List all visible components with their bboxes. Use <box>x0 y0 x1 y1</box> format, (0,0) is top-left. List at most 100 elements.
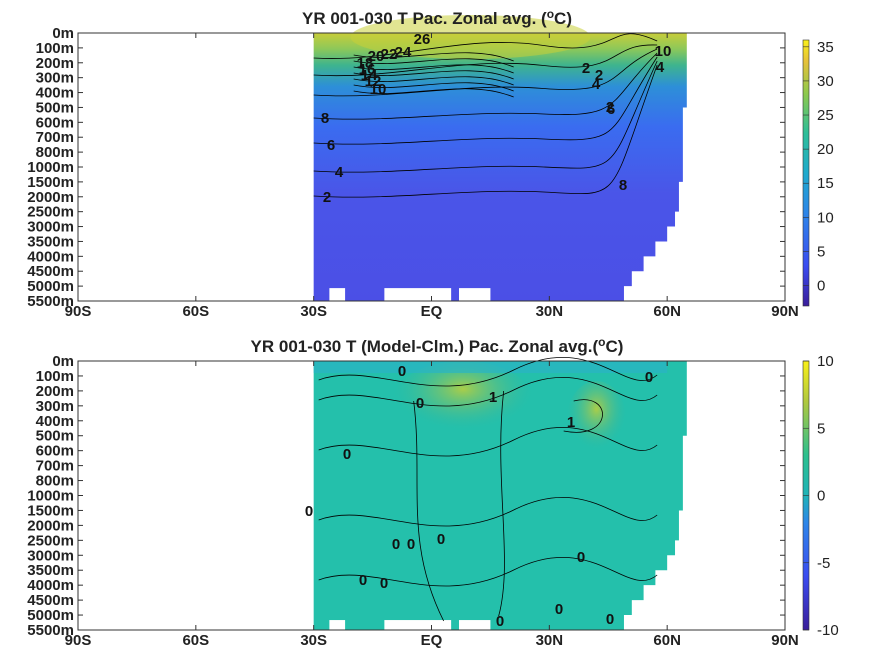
y-tick-label: 5500m <box>27 622 74 639</box>
y-tick-label: 4500m <box>27 592 74 609</box>
contour-label: 4 <box>335 164 344 181</box>
y-tick-label: 5000m <box>27 278 74 295</box>
chart-title: YR 001-030 T Pac. Zonal avg. (oC) <box>302 7 572 28</box>
contour-label: 8 <box>619 177 627 194</box>
contour-label: 2 <box>595 67 603 84</box>
x-tick-label: EQ <box>421 303 443 320</box>
y-tick-label: 5000m <box>27 607 74 624</box>
contour-label: 16 <box>359 61 376 78</box>
colorbar-tick-label: -10 <box>817 622 839 639</box>
contour-label: 14 <box>361 67 378 84</box>
y-tick-label: 200m <box>36 383 74 400</box>
colorbar-tick-label: 10 <box>817 353 834 370</box>
contour-label: 0 <box>359 572 367 589</box>
contour-label: 18 <box>357 55 374 72</box>
y-tick-label: 2000m <box>27 517 74 534</box>
contour-label: 2 <box>582 60 590 77</box>
contour-line <box>318 557 658 587</box>
contour-line <box>313 56 658 145</box>
x-tick-label: 60N <box>653 632 681 649</box>
x-tick-label: 60N <box>653 303 681 320</box>
contour-label: 12 <box>365 73 382 90</box>
contour-label: 6 <box>327 137 335 154</box>
y-tick-label: 4500m <box>27 263 74 280</box>
x-tick-label: 60S <box>182 632 209 649</box>
contour-line <box>313 44 658 77</box>
colorbar-tick-label: 5 <box>817 420 825 437</box>
contour-label: 2 <box>323 189 331 206</box>
contour-label: 0 <box>305 503 313 520</box>
seafloor-mask <box>384 620 452 630</box>
colorbar-tick-label: 5 <box>817 243 825 260</box>
y-tick-label: 200m <box>36 55 74 72</box>
colorbar-tick-label: 10 <box>817 209 834 226</box>
temperature-field <box>313 33 687 301</box>
contour-line <box>318 377 658 407</box>
y-tick-label: 1500m <box>27 502 74 519</box>
warm-pool <box>350 15 591 59</box>
contour-label: 0 <box>577 549 585 566</box>
y-tick-label: 400m <box>36 413 74 430</box>
contour-line <box>353 82 514 92</box>
contour-line <box>313 33 658 59</box>
seafloor-mask <box>458 620 491 630</box>
contour-line <box>353 88 514 98</box>
chart-title: YR 001-030 T (Model-Clm.) Pac. Zonal avg… <box>251 335 624 356</box>
contour-label: 0 <box>343 446 351 463</box>
y-tick-label: 3000m <box>27 547 74 564</box>
x-tick-label: 30N <box>536 303 564 320</box>
x-tick-label: 30S <box>300 303 327 320</box>
y-tick-label: 0m <box>52 353 74 370</box>
contour-label: 0 <box>380 575 388 592</box>
contour-line <box>353 76 514 86</box>
contour-line <box>353 64 514 74</box>
y-tick-label: 5500m <box>27 293 74 310</box>
contour-line <box>318 357 658 387</box>
contour-label: 4 <box>592 76 601 93</box>
colorbar-tick-label: 0 <box>817 488 825 505</box>
contour-label: 0 <box>407 536 415 553</box>
contour-line <box>313 64 658 198</box>
contour-label: 22 <box>381 46 398 63</box>
warm-anomaly <box>392 361 533 441</box>
y-tick-label: 700m <box>36 458 74 475</box>
y-tick-label: 1500m <box>27 174 74 191</box>
colorbar-tick-label: 30 <box>817 73 834 90</box>
seafloor-mask <box>458 288 491 301</box>
y-tick-label: 1000m <box>27 488 74 505</box>
y-tick-label: 500m <box>36 99 74 116</box>
x-tick-label: EQ <box>421 632 443 649</box>
colorbar-tick-label: 35 <box>817 39 834 56</box>
colorbar-tick-label: 15 <box>817 175 834 192</box>
x-tick-label: 30N <box>536 632 564 649</box>
y-tick-label: 2000m <box>27 189 74 206</box>
colorbar-tick-label: 20 <box>817 141 834 158</box>
x-tick-label: 90N <box>771 303 799 320</box>
y-tick-label: 100m <box>36 368 74 385</box>
contour-label: 2 <box>606 99 614 116</box>
y-tick-label: 4000m <box>27 577 74 594</box>
contour-label: 24 <box>395 44 412 61</box>
contour-label: 0 <box>606 611 614 628</box>
y-tick-label: 500m <box>36 428 74 445</box>
contour-label: 26 <box>414 31 431 48</box>
colorbar-tick-label: -5 <box>817 555 830 572</box>
contour-label: 8 <box>321 110 329 127</box>
contour-line <box>313 52 658 120</box>
contour-label: 0 <box>496 613 504 630</box>
contour-label: 20 <box>368 48 385 65</box>
contour-label: 0 <box>645 369 653 386</box>
y-tick-label: 800m <box>36 473 74 490</box>
contour-line <box>498 390 505 617</box>
surface-anomaly <box>313 361 668 373</box>
y-tick-label: 0m <box>52 25 74 42</box>
seafloor-mask <box>329 620 346 630</box>
y-tick-label: 600m <box>36 114 74 131</box>
y-tick-label: 700m <box>36 129 74 146</box>
contour-label: 0 <box>392 536 400 553</box>
warm-anomaly <box>566 381 627 461</box>
y-tick-label: 3500m <box>27 562 74 579</box>
y-tick-label: 800m <box>36 144 74 161</box>
contour-line <box>563 399 603 433</box>
